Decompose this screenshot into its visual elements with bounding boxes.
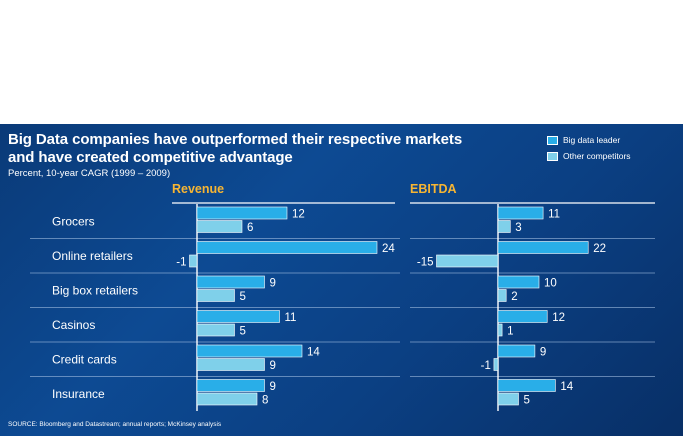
legend-label-leader: Big data leader — [563, 135, 621, 145]
category-label: Credit cards — [52, 352, 117, 366]
ebitda-bar-other — [497, 220, 511, 233]
revenue-bar-leader — [196, 344, 303, 358]
revenue-bar-leader — [196, 275, 265, 289]
revenue-data-label: 5 — [240, 326, 246, 338]
category-label: Big box retailers — [52, 283, 138, 297]
revenue-bar-other — [189, 254, 198, 268]
revenue-bar-leader — [196, 310, 280, 323]
category-label: Online retailers — [52, 249, 133, 263]
chart-slide: Grocers Online retailers Big box retailers… — [0, 124, 683, 436]
ebitda-data-label: 12 — [552, 312, 565, 324]
chart-canvas: Grocers Online retailers Big box retailers… — [30, 182, 655, 411]
revenue-data-label: 8 — [262, 395, 268, 407]
ebitda-bar-leader — [497, 344, 536, 358]
revenue-bar-other — [196, 392, 258, 406]
revenue-data-label: 9 — [270, 278, 276, 290]
revenue-data-label: 12 — [292, 209, 305, 221]
category-label: Grocers — [52, 214, 95, 228]
ebitda-bar-leader — [497, 379, 556, 392]
revenue-data-label: 24 — [382, 243, 395, 255]
ebitda-bar-other — [436, 254, 499, 268]
revenue-data-label: 11 — [285, 312, 297, 324]
legend-item-leader: Big data leader — [547, 135, 620, 145]
ebitda-bar-leader — [497, 310, 548, 323]
revenue-bar-other — [196, 358, 265, 371]
ebitda-bar-leader — [497, 275, 540, 289]
revenue-bar-leader — [196, 379, 265, 392]
revenue-data-label: 9 — [270, 360, 276, 372]
ebitda-panel-title: EBITDA — [410, 182, 457, 196]
revenue-bar-other — [196, 289, 235, 302]
ebitda-data-label: 10 — [544, 278, 557, 290]
ebitda-bar-other — [497, 392, 519, 406]
revenue-data-label: 9 — [270, 381, 276, 393]
revenue-data-label: -1 — [176, 257, 186, 269]
ebitda-bar-leader — [497, 241, 589, 254]
legend-label-other: Other competitors — [563, 151, 631, 161]
legend-swatch-leader — [547, 135, 558, 145]
ebitda-data-label: 22 — [593, 243, 606, 255]
revenue-bar-leader — [196, 206, 288, 220]
ebitda-bar-leader — [497, 206, 544, 220]
ebitda-bar-other — [497, 323, 503, 337]
category-label: Insurance — [52, 387, 105, 401]
ebitda-data-label: 3 — [515, 222, 521, 234]
ebitda-data-label: 14 — [560, 381, 573, 393]
revenue-data-label: 6 — [247, 222, 253, 234]
chart-title-line-2: and have created competitive advantage — [8, 149, 293, 166]
ebitda-data-label: 2 — [511, 291, 517, 303]
revenue-panel-title: Revenue — [172, 182, 224, 196]
chart-title-line-1: Big Data companies have outperformed the… — [8, 131, 463, 148]
ebitda-data-label: 5 — [524, 395, 530, 407]
ebitda-data-label: 9 — [540, 347, 546, 359]
ebitda-data-label: 11 — [548, 209, 560, 221]
category-label: Casinos — [52, 318, 95, 332]
revenue-bar-leader — [196, 241, 378, 254]
revenue-bar-other — [196, 323, 235, 337]
chart-subtitle: Percent, 10-year CAGR (1999 – 2009) — [8, 168, 171, 179]
legend-item-other: Other competitors — [547, 151, 631, 161]
ebitda-bar-other — [497, 289, 507, 302]
revenue-data-label: 5 — [240, 291, 246, 303]
ebitda-data-label: -15 — [417, 257, 434, 269]
revenue-data-label: 14 — [307, 347, 320, 359]
legend-swatch-other — [547, 151, 558, 161]
ebitda-bar-other — [493, 358, 499, 371]
revenue-bar-other — [196, 220, 243, 233]
ebitda-data-label: 1 — [507, 326, 513, 338]
ebitda-data-label: -1 — [481, 360, 491, 372]
source-note: SOURCE: Bloomberg and Datastream; annual… — [8, 421, 222, 428]
